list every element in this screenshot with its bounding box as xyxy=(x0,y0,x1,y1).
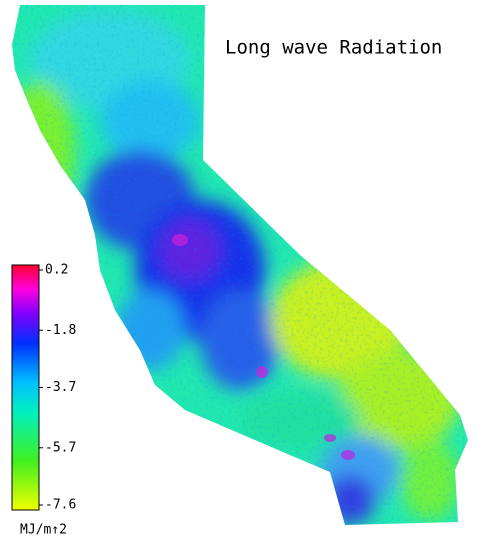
colorbar-scale xyxy=(11,264,40,511)
colorbar-tick-label: 0.2 xyxy=(45,263,68,278)
colorbar-tick-label: -3.7 xyxy=(45,380,76,395)
colorbar-tick-label: -1.8 xyxy=(45,323,76,338)
map-title: Long wave Radiation xyxy=(225,37,442,59)
colorbar-tick-label: -7.6 xyxy=(45,498,76,513)
colorbar-unit: MJ/m↑2 xyxy=(20,523,67,538)
colorbar xyxy=(11,264,40,511)
colorbar-tick-label: -5.7 xyxy=(45,440,76,455)
